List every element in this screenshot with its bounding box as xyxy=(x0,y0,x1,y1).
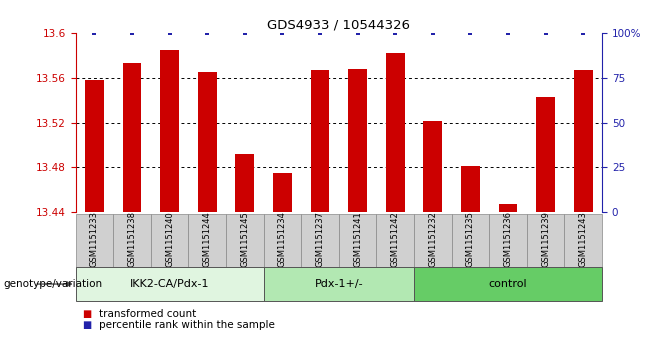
Bar xyxy=(527,214,565,267)
Text: IKK2-CA/Pdx-1: IKK2-CA/Pdx-1 xyxy=(130,279,209,289)
Text: percentile rank within the sample: percentile rank within the sample xyxy=(99,320,274,330)
Bar xyxy=(301,214,339,267)
Point xyxy=(390,30,401,36)
Bar xyxy=(151,214,188,267)
Bar xyxy=(236,154,254,212)
Bar xyxy=(264,267,414,301)
Bar xyxy=(76,214,113,267)
Point xyxy=(353,30,363,36)
Bar xyxy=(499,204,517,212)
Bar xyxy=(414,267,602,301)
Bar xyxy=(113,214,151,267)
Text: GSM1151239: GSM1151239 xyxy=(541,212,550,268)
Bar xyxy=(490,214,527,267)
Point xyxy=(164,30,175,36)
Text: GSM1151244: GSM1151244 xyxy=(203,212,212,267)
Text: GSM1151237: GSM1151237 xyxy=(316,211,324,268)
Text: GSM1151238: GSM1151238 xyxy=(128,211,137,268)
Bar xyxy=(122,63,141,212)
Text: GSM1151240: GSM1151240 xyxy=(165,212,174,267)
Text: GSM1151242: GSM1151242 xyxy=(391,212,400,267)
Bar xyxy=(574,70,593,212)
Bar xyxy=(226,214,264,267)
Bar xyxy=(424,121,442,212)
Point xyxy=(240,30,250,36)
Bar xyxy=(188,214,226,267)
Bar xyxy=(348,69,367,212)
Text: GSM1151235: GSM1151235 xyxy=(466,212,475,268)
Bar xyxy=(161,49,179,212)
Point xyxy=(89,30,100,36)
Text: GSM1151233: GSM1151233 xyxy=(90,211,99,268)
Text: ■: ■ xyxy=(82,320,91,330)
Text: genotype/variation: genotype/variation xyxy=(3,279,103,289)
Text: GSM1151243: GSM1151243 xyxy=(579,212,588,268)
Text: transformed count: transformed count xyxy=(99,309,196,319)
Text: ■: ■ xyxy=(82,309,91,319)
Point xyxy=(428,30,438,36)
Bar xyxy=(85,80,104,212)
Text: GSM1151236: GSM1151236 xyxy=(503,211,513,268)
Bar xyxy=(414,214,451,267)
Bar xyxy=(198,72,216,212)
Point xyxy=(578,30,588,36)
Point xyxy=(277,30,288,36)
Text: control: control xyxy=(489,279,527,289)
Bar xyxy=(536,97,555,212)
Point xyxy=(540,30,551,36)
Bar xyxy=(376,214,414,267)
Bar xyxy=(461,166,480,212)
Text: GSM1151245: GSM1151245 xyxy=(240,212,249,267)
Bar xyxy=(339,214,376,267)
Point xyxy=(315,30,325,36)
Text: GSM1151232: GSM1151232 xyxy=(428,212,438,268)
Title: GDS4933 / 10544326: GDS4933 / 10544326 xyxy=(267,19,411,32)
Point xyxy=(465,30,476,36)
Text: GSM1151241: GSM1151241 xyxy=(353,212,362,267)
Text: Pdx-1+/-: Pdx-1+/- xyxy=(315,279,363,289)
Bar xyxy=(565,214,602,267)
Bar xyxy=(311,70,330,212)
Bar xyxy=(264,214,301,267)
Point xyxy=(503,30,513,36)
Point xyxy=(202,30,213,36)
Text: GSM1151234: GSM1151234 xyxy=(278,212,287,268)
Bar xyxy=(76,267,264,301)
Bar xyxy=(273,173,292,212)
Point xyxy=(127,30,138,36)
Bar xyxy=(451,214,490,267)
Bar xyxy=(386,53,405,212)
